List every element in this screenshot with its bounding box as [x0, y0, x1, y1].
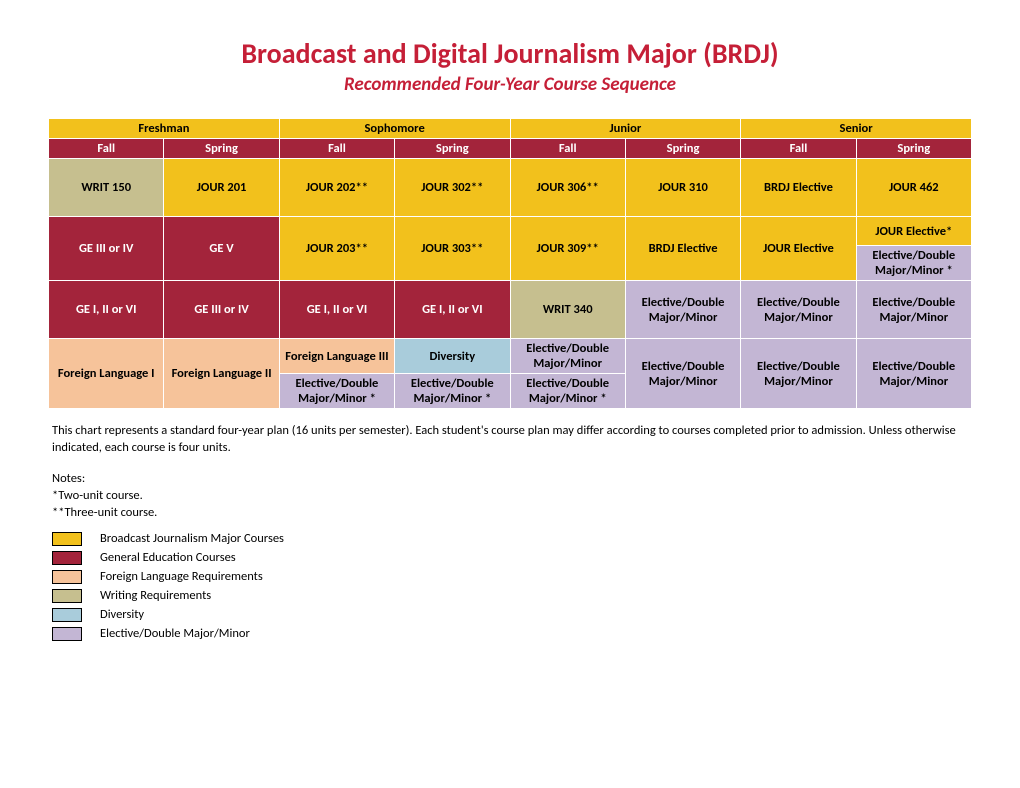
notes-label: Notes: — [52, 471, 85, 486]
course-cell: JOUR 202** — [279, 159, 394, 217]
course-cell: Elective/Double Major/Minor — [856, 339, 971, 409]
year-header: Sophomore — [279, 119, 510, 139]
semester-header: Fall — [279, 139, 394, 159]
course-cell: JOUR 309** — [510, 217, 625, 281]
legend-row: Elective/Double Major/Minor — [48, 626, 972, 641]
course-cell: WRIT 340 — [510, 281, 625, 339]
course-cell: BRDJ Elective — [625, 217, 740, 281]
course-cell: Elective/Double Major/Minor * — [510, 374, 625, 409]
course-cell: Elective/Double Major/Minor * — [856, 246, 971, 281]
course-cell: Foreign Language II — [164, 339, 279, 409]
course-cell: JOUR 203** — [279, 217, 394, 281]
course-cell: GE III or IV — [49, 217, 164, 281]
legend-row: General Education Courses — [48, 550, 972, 565]
year-header: Junior — [510, 119, 741, 139]
course-cell: Elective/Double Major/Minor — [856, 281, 971, 339]
legend-row: Writing Requirements — [48, 588, 972, 603]
course-cell: JOUR 303** — [395, 217, 510, 281]
course-cell: JOUR 306** — [510, 159, 625, 217]
legend: Broadcast Journalism Major Courses Genera… — [48, 531, 972, 641]
semester-header: Spring — [395, 139, 510, 159]
semester-header: Spring — [164, 139, 279, 159]
course-cell: JOUR Elective — [741, 217, 856, 281]
semester-header: Fall — [49, 139, 164, 159]
semester-header: Spring — [856, 139, 971, 159]
legend-label: Broadcast Journalism Major Courses — [100, 531, 284, 546]
year-header: Senior — [741, 119, 972, 139]
legend-label: Foreign Language Requirements — [100, 569, 263, 584]
course-cell: Elective/Double Major/Minor — [625, 281, 740, 339]
note-line: **Three-unit course. — [52, 505, 157, 520]
legend-swatch — [52, 589, 82, 603]
semester-header: Fall — [741, 139, 856, 159]
legend-label: Diversity — [100, 607, 144, 622]
course-cell: Foreign Language III — [279, 339, 394, 374]
page-subtitle: Recommended Four-Year Course Sequence — [48, 73, 972, 96]
legend-row: Foreign Language Requirements — [48, 569, 972, 584]
course-cell: Elective/Double Major/Minor — [741, 339, 856, 409]
semester-header: Spring — [625, 139, 740, 159]
legend-swatch — [52, 627, 82, 641]
legend-swatch — [52, 551, 82, 565]
page-title: Broadcast and Digital Journalism Major (… — [48, 36, 972, 71]
notes-block: Notes: *Two-unit course. **Three-unit co… — [52, 471, 968, 522]
legend-label: Writing Requirements — [100, 588, 211, 603]
course-cell: GE I, II or VI — [279, 281, 394, 339]
course-cell: GE V — [164, 217, 279, 281]
course-cell: Foreign Language I — [49, 339, 164, 409]
legend-swatch — [52, 608, 82, 622]
year-header: Freshman — [49, 119, 280, 139]
legend-swatch — [52, 570, 82, 584]
course-cell: JOUR 310 — [625, 159, 740, 217]
course-cell: GE I, II or VI — [395, 281, 510, 339]
course-cell: WRIT 150 — [49, 159, 164, 217]
course-cell: Diversity — [395, 339, 510, 374]
course-cell: JOUR 201 — [164, 159, 279, 217]
footer-note: This chart represents a standard four-ye… — [52, 423, 968, 457]
course-cell: JOUR Elective* — [856, 217, 971, 246]
legend-row: Diversity — [48, 607, 972, 622]
course-cell: GE I, II or VI — [49, 281, 164, 339]
course-cell: Elective/Double Major/Minor * — [395, 374, 510, 409]
legend-row: Broadcast Journalism Major Courses — [48, 531, 972, 546]
course-cell: BRDJ Elective — [741, 159, 856, 217]
course-cell: Elective/Double Major/Minor * — [279, 374, 394, 409]
course-cell: JOUR 302** — [395, 159, 510, 217]
course-cell: Elective/Double Major/Minor — [625, 339, 740, 409]
course-cell: Elective/Double Major/Minor — [741, 281, 856, 339]
legend-label: Elective/Double Major/Minor — [100, 626, 250, 641]
course-cell: GE III or IV — [164, 281, 279, 339]
course-cell: Elective/Double Major/Minor — [510, 339, 625, 374]
semester-header: Fall — [510, 139, 625, 159]
legend-swatch — [52, 532, 82, 546]
course-sequence-table: FreshmanSophomoreJuniorSeniorFallSpringF… — [48, 118, 972, 409]
course-cell: JOUR 462 — [856, 159, 971, 217]
legend-label: General Education Courses — [100, 550, 236, 565]
note-line: *Two-unit course. — [52, 488, 143, 503]
